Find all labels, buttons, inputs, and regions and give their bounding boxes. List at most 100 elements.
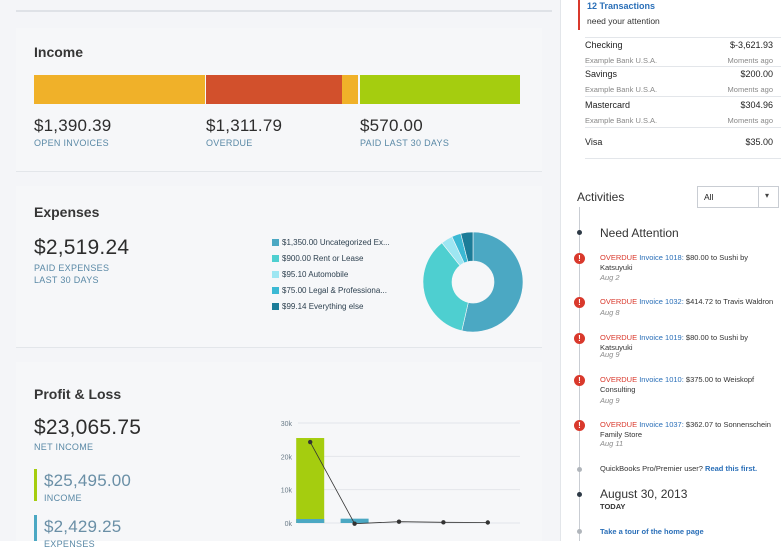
activities-title: Activities [577, 190, 625, 204]
activity-date: Aug 11 [600, 439, 624, 448]
pnl-expenses-amount: $2,429.25 [44, 517, 122, 536]
expenses-amount: $2,519.24 [34, 236, 130, 259]
open-remainder-bar [342, 75, 358, 104]
activity-detail: $414.72 to Travis Waldron [685, 297, 774, 306]
filter-divider [758, 187, 759, 207]
account-updated: Moments ago [727, 56, 773, 65]
expenses-label-line2: LAST 30 DAYS [34, 275, 99, 285]
activity-detail: $362.07 to Sonnenschein Family Store [600, 420, 771, 439]
qb-read-link[interactable]: Read this first. [705, 464, 758, 473]
account-bank: Example Bank U.S.A. [585, 116, 658, 125]
tour-link[interactable]: Take a tour of the home page [600, 527, 704, 536]
alert-icon: ! [574, 253, 585, 264]
activity-item[interactable]: OVERDUE Invoice 1010: $375.00 to Weiskop… [600, 375, 778, 395]
open-invoices-bar[interactable] [34, 75, 205, 104]
net-income-point[interactable] [352, 521, 357, 526]
net-income-amount: $23,065.75 [34, 416, 142, 439]
net-income-point[interactable] [441, 520, 446, 525]
account-row-visa[interactable]: Visa $35.00 [585, 129, 781, 159]
alert-icon: ! [574, 375, 585, 386]
net-income-point[interactable] [308, 439, 313, 445]
pnl-income-label: INCOME [44, 493, 82, 503]
donut-slice[interactable] [460, 231, 474, 263]
activities-filter-select[interactable]: All ▾ [697, 186, 779, 208]
activity-item[interactable]: OVERDUE Invoice 1032: $414.72 to Travis … [600, 297, 778, 307]
timeline-dot [577, 467, 582, 472]
y-tick-label: 20k [281, 454, 293, 461]
open-invoices-amount: $1,390.39 [34, 116, 112, 135]
overdue-badge: OVERDUE [600, 420, 638, 429]
activity-item[interactable]: OVERDUE Invoice 1019: $80.00 to Sushi by… [600, 333, 778, 353]
right-panel: 12 Transactions need your attention Chec… [560, 0, 784, 541]
expenses-title: Expenses [34, 204, 100, 220]
overdue-badge: OVERDUE [600, 253, 638, 262]
expenses-card[interactable]: Expenses $2,519.24 PAID EXPENSES LAST 30… [16, 186, 542, 348]
invoice-link[interactable]: Invoice 1037: [639, 420, 684, 429]
income-bar[interactable] [296, 438, 325, 523]
legend-item-rent[interactable]: $900.00 Rent or Lease [272, 254, 363, 264]
legend-swatch [272, 271, 279, 278]
paid-label: PAID LAST 30 DAYS [360, 138, 450, 148]
legend-label: $99.14 Everything else [282, 302, 364, 311]
alert-icon: ! [574, 297, 585, 308]
legend-label: $95.10 Automobile [282, 270, 349, 279]
activity-date: Aug 8 [600, 308, 620, 317]
activity-item[interactable]: OVERDUE Invoice 1037: $362.07 to Sonnens… [600, 420, 778, 440]
profit-loss-card[interactable]: Profit & Loss $23,065.75 NET INCOME $25,… [16, 362, 542, 549]
income-indicator [34, 469, 37, 501]
account-name: Checking [585, 40, 623, 50]
account-amount: $35.00 [745, 137, 773, 147]
account-row-mastercard[interactable]: Mastercard $304.96 Example Bank U.S.A. M… [585, 98, 781, 128]
account-amount: $-3,621.93 [729, 40, 773, 50]
legend-item-automobile[interactable]: $95.10 Automobile [272, 270, 348, 280]
date-dot [577, 492, 582, 497]
donut-slice[interactable] [461, 231, 524, 333]
net-income-label: NET INCOME [34, 442, 94, 452]
overdue-amount: $1,311.79 [206, 116, 283, 135]
transactions-accent [578, 0, 580, 30]
expenses-bar[interactable] [340, 518, 369, 523]
overdue-badge: OVERDUE [600, 333, 638, 342]
expenses-donut-chart[interactable] [421, 230, 525, 334]
activity-date: Aug 9 [600, 350, 620, 359]
income-title: Income [34, 44, 84, 60]
activity-detail: $375.00 to Weiskopf Consulting [600, 375, 755, 394]
income-card[interactable]: Income $1,390.39 OPEN INVOICES $1,311.79… [16, 28, 542, 172]
invoice-link[interactable]: Invoice 1019: [639, 333, 684, 342]
legend-item-everything-else[interactable]: $99.14 Everything else [272, 302, 363, 312]
invoice-link[interactable]: Invoice 1032: [639, 297, 684, 306]
account-bank: Example Bank U.S.A. [585, 85, 658, 94]
overdue-badge: OVERDUE [600, 375, 638, 384]
need-attention-heading: Need Attention [600, 226, 679, 240]
account-updated: Moments ago [727, 85, 773, 94]
expenses-indicator [34, 515, 37, 541]
chevron-down-icon: ▾ [765, 191, 770, 200]
invoice-link[interactable]: Invoice 1018: [639, 253, 684, 262]
pnl-income-amount: $25,495.00 [44, 471, 132, 490]
net-income-point[interactable] [396, 519, 402, 524]
legend-item-uncategorized[interactable]: $1,350.00 Uncategorized Ex... [272, 238, 390, 248]
account-row-savings[interactable]: Savings $200.00 Example Bank U.S.A. Mome… [585, 67, 781, 97]
overdue-bar[interactable] [206, 75, 342, 104]
today-label: TODAY [600, 502, 626, 511]
legend-label: $1,350.00 Uncategorized Ex... [282, 238, 390, 247]
legend-item-legal[interactable]: $75.00 Legal & Professiona... [272, 286, 387, 296]
invoice-link[interactable]: Invoice 1010: [639, 375, 684, 384]
net-income-point[interactable] [485, 520, 490, 525]
top-divider [16, 10, 552, 12]
legend-label: $75.00 Legal & Professiona... [282, 286, 387, 295]
account-amount: $304.96 [740, 100, 773, 110]
legend-label: $900.00 Rent or Lease [282, 254, 364, 263]
account-amount: $200.00 [740, 69, 773, 79]
paid-bar[interactable] [360, 75, 520, 104]
transactions-count-link[interactable]: 12 Transactions [587, 1, 656, 11]
donut-slice[interactable] [422, 242, 469, 332]
expenses-bar[interactable] [296, 519, 325, 523]
activity-date: Aug 2 [600, 273, 620, 282]
account-row-checking[interactable]: Checking $-3,621.93 Example Bank U.S.A. … [585, 37, 781, 67]
activity-date: Aug 9 [600, 396, 620, 405]
activity-item[interactable]: OVERDUE Invoice 1018: $80.00 to Sushi by… [600, 253, 778, 273]
profit-loss-chart[interactable]: 30k 20k 10k 0k [258, 417, 528, 537]
open-invoices-label: OPEN INVOICES [34, 138, 109, 148]
account-name: Savings [585, 69, 618, 79]
